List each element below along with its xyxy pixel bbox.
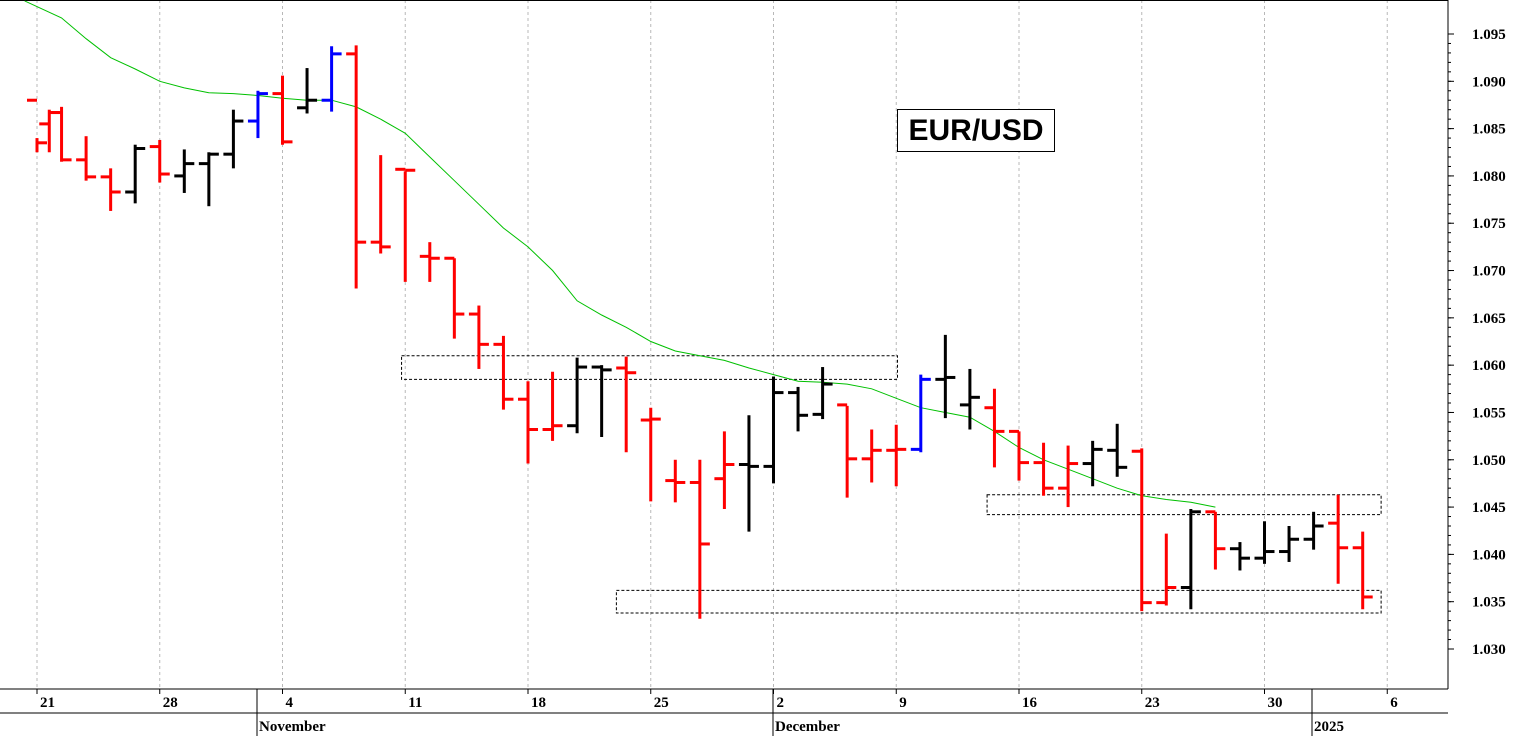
chart-title: EUR/USD [897,109,1055,152]
x-tick-label: 11 [408,695,422,711]
y-tick-label: 1.095 [1472,27,1506,43]
y-tick-label: 1.065 [1472,311,1506,327]
y-tick-label: 1.050 [1472,453,1506,469]
y-tick-label: 1.045 [1472,500,1506,516]
y-tick-label: 1.040 [1472,547,1506,563]
zone-box [401,355,898,380]
x-tick-label: 16 [1022,695,1038,711]
y-tick-label: 1.085 [1472,122,1506,138]
y-tick-label: 1.035 [1472,595,1506,611]
y-tick-label: 1.060 [1472,358,1506,374]
y-tick-label: 1.030 [1472,642,1506,658]
zone-box [986,494,1382,516]
y-tick-label: 1.075 [1472,216,1506,232]
month-label: November [259,719,326,735]
y-tick-label: 1.055 [1472,405,1506,421]
y-tick-label: 1.090 [1472,74,1506,90]
x-tick-label: 25 [654,695,669,711]
y-tick-label: 1.070 [1472,264,1506,280]
month-label: December [775,719,840,735]
month-label: 2025 [1314,719,1344,735]
x-tick-label: 23 [1145,695,1160,711]
y-tick-label: 1.080 [1472,169,1506,185]
x-tick-label: 21 [40,695,55,711]
x-tick-label: 2 [777,695,785,711]
zone-box [615,589,1382,614]
x-tick-label: 6 [1390,695,1398,711]
x-tick-label: 28 [163,695,178,711]
x-tick-label: 4 [286,695,294,711]
x-tick-label: 30 [1268,695,1283,711]
x-tick-label: 18 [531,695,546,711]
x-tick-label: 9 [899,695,907,711]
